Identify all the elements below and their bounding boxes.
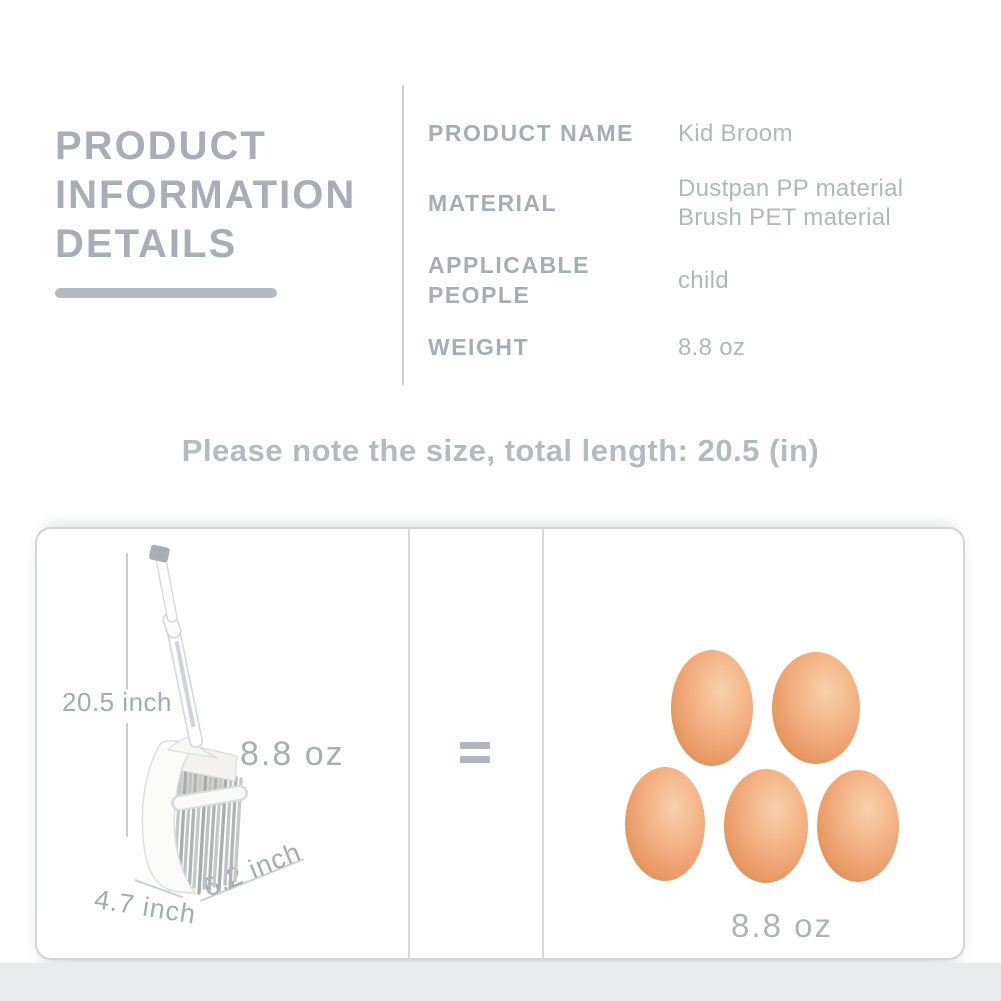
height-dimension-line <box>126 553 128 689</box>
table-row: APPLICABLE PEOPLE child <box>428 250 973 310</box>
egg <box>772 652 860 764</box>
egg <box>671 650 753 766</box>
table-divider-line <box>402 85 404 385</box>
equals-sign <box>460 742 490 763</box>
info-value: child <box>678 266 973 295</box>
size-note: Please note the size, total length: 20.5… <box>181 433 820 468</box>
info-value-line: Brush PET material <box>678 204 892 231</box>
box-divider-line <box>408 529 410 958</box>
equals-bar <box>460 742 490 749</box>
page-title-line: DETAILS <box>55 222 238 266</box>
page-background-strip <box>0 963 1001 1001</box>
info-label: WEIGHT <box>428 334 529 360</box>
page-title-line: INFORMATION <box>55 173 357 217</box>
egg <box>817 770 899 882</box>
equals-bar <box>460 756 490 763</box>
page-title: PRODUCT INFORMATION DETAILS <box>55 122 356 269</box>
info-value: Dustpan PP material Brush PET material <box>678 174 973 232</box>
info-value-line: Dustpan PP material <box>678 175 904 202</box>
height-dimension-line <box>126 723 128 837</box>
info-value-line: Kid Broom <box>678 119 793 147</box>
broom-dustpan-image <box>141 544 248 895</box>
table-row: WEIGHT 8.8 oz <box>428 332 973 362</box>
info-value: Kid Broom <box>678 119 973 148</box>
title-underline <box>55 288 277 298</box>
size-comparison-box: 20.5 inch 8.8 oz 4.7 inch 6.2 inch <box>35 527 965 960</box>
info-label: PRODUCT NAME <box>428 120 634 146</box>
broom-weight-label: 8.8 oz <box>240 735 345 773</box>
egg <box>625 767 705 881</box>
box-divider-line <box>542 529 544 958</box>
eggs-image <box>625 650 899 883</box>
info-value: 8.8 oz <box>678 333 973 362</box>
table-row: MATERIAL Dustpan PP material Brush PET m… <box>428 174 973 232</box>
table-row: PRODUCT NAME Kid Broom <box>428 118 973 148</box>
info-label: APPLICABLE PEOPLE <box>428 252 590 308</box>
page-title-line: PRODUCT <box>55 124 267 168</box>
eggs-weight-label: 8.8 oz <box>731 907 833 944</box>
total-length-label: 20.5 inch <box>61 687 173 717</box>
info-value-line: child <box>678 266 729 294</box>
product-info-table: PRODUCT NAME Kid Broom MATERIAL Dustpan … <box>428 118 973 362</box>
info-value-line: 8.8 oz <box>678 333 746 361</box>
egg <box>724 769 808 883</box>
info-label: MATERIAL <box>428 190 558 216</box>
